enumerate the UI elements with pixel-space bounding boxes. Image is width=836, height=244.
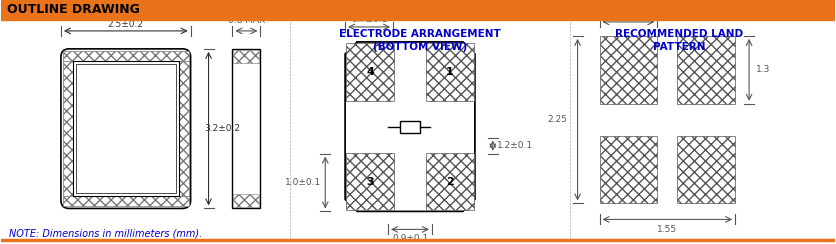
Bar — [233, 50, 259, 63]
Bar — [400, 121, 420, 133]
Text: 0.9±0.1: 0.9±0.1 — [392, 234, 428, 243]
Bar — [73, 61, 179, 196]
Text: 1.0±0.1: 1.0±0.1 — [285, 178, 321, 187]
Text: 2.5±0.2: 2.5±0.2 — [108, 20, 144, 30]
FancyBboxPatch shape — [61, 49, 191, 208]
Bar — [179, 61, 189, 196]
Bar — [63, 196, 189, 206]
Bar — [346, 152, 394, 210]
Text: 0.7±0.1: 0.7±0.1 — [351, 15, 387, 24]
Text: 1.55: 1.55 — [657, 225, 677, 234]
Bar — [426, 43, 474, 101]
Bar — [426, 152, 474, 210]
Text: 1.3: 1.3 — [756, 65, 770, 74]
Bar — [63, 61, 73, 196]
Text: 3.2±0.2: 3.2±0.2 — [205, 124, 241, 133]
Text: 3: 3 — [366, 176, 374, 186]
Polygon shape — [345, 42, 475, 212]
Text: OUTLINE DRAWING: OUTLINE DRAWING — [7, 3, 140, 17]
Bar — [346, 43, 394, 101]
Bar — [599, 136, 657, 203]
Text: RECOMMENDED LAND
PATTERN: RECOMMENDED LAND PATTERN — [615, 29, 743, 52]
Bar — [233, 194, 259, 207]
Bar — [677, 36, 735, 104]
Bar — [1, 0, 835, 20]
Text: 0.8 MAX: 0.8 MAX — [228, 16, 265, 25]
Text: NOTE: Dimensions in millimeters (mm).: NOTE: Dimensions in millimeters (mm). — [9, 228, 202, 238]
Text: 2: 2 — [446, 176, 454, 186]
Bar — [63, 51, 189, 61]
Bar — [76, 64, 176, 193]
Text: ELECTRODE ARRANGEMENT
(BOTTOM VIEW): ELECTRODE ARRANGEMENT (BOTTOM VIEW) — [339, 29, 501, 52]
Bar — [599, 36, 657, 104]
Text: 1.2±0.1: 1.2±0.1 — [497, 141, 533, 150]
Text: 1.0: 1.0 — [621, 8, 635, 16]
Text: 1: 1 — [446, 67, 454, 77]
Bar — [677, 136, 735, 203]
Text: 4: 4 — [366, 67, 374, 77]
Bar — [232, 49, 261, 208]
Text: 2.25: 2.25 — [548, 115, 568, 124]
